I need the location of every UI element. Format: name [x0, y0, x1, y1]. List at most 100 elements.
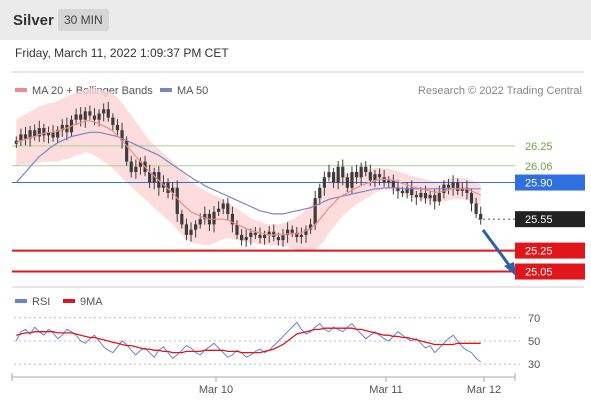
candle-body	[56, 130, 60, 138]
candle-body	[249, 232, 253, 237]
candle-body	[28, 130, 32, 139]
level-tag-support	[515, 263, 585, 280]
rsi-tick-label: 70	[528, 313, 540, 325]
candle-body	[74, 114, 78, 120]
x-tick-label: Mar 11	[369, 384, 402, 396]
candle-body	[414, 195, 418, 198]
level-tag-pivot	[515, 174, 585, 191]
candle-body	[203, 213, 207, 220]
candle-body	[479, 213, 483, 220]
legend-label-9ma: 9MA	[80, 296, 103, 308]
candle-body	[138, 161, 143, 167]
x-tick-label: Mar 12	[467, 384, 501, 396]
level-label: 26.25	[525, 141, 553, 153]
candle-body	[308, 224, 313, 230]
candle-body	[166, 182, 170, 193]
rsi-panel: 70 50 30	[14, 313, 540, 371]
candle-body	[115, 124, 120, 131]
candle-body	[295, 232, 299, 237]
legend-swatch-rsi	[15, 299, 27, 303]
candle-body	[359, 166, 363, 178]
candle-body	[83, 111, 87, 120]
level-label: 25.90	[525, 178, 553, 190]
interval-button[interactable]: 30 MIN	[58, 9, 109, 31]
price-panel: 26.25 26.06 25.90 25.55 25.25 25.05	[12, 88, 585, 280]
candle-body	[331, 172, 336, 183]
candle-body	[327, 172, 331, 178]
level-label: 25.55	[525, 214, 553, 226]
candle-body	[469, 193, 474, 204]
candle-body	[446, 184, 451, 188]
candle-body	[88, 111, 92, 116]
level-label: 26.06	[525, 161, 553, 173]
candle-body	[125, 140, 129, 162]
candle-body	[60, 124, 64, 131]
candle-body	[451, 182, 455, 188]
legend-swatch-9ma	[63, 299, 75, 303]
candle-body	[313, 198, 317, 225]
nine-ma-line	[16, 327, 481, 354]
legend-swatch-ma50	[160, 88, 172, 92]
candle-body	[304, 229, 308, 235]
candle-body	[437, 193, 441, 202]
candle-body	[387, 180, 391, 183]
candle-body	[368, 172, 372, 181]
candle-body	[244, 236, 248, 241]
candle-body	[129, 161, 133, 173]
candle-body	[364, 166, 368, 173]
candle-body	[377, 174, 382, 178]
level-label: 25.05	[525, 267, 553, 279]
candle-body	[184, 224, 189, 235]
ma50-line	[15, 131, 481, 215]
legend-swatch-ma20	[15, 88, 27, 92]
candle-body	[299, 234, 303, 237]
candle-body	[276, 236, 280, 241]
candle-body	[92, 115, 97, 120]
candle-body	[465, 187, 469, 193]
candle-body	[391, 180, 395, 188]
candle-body	[79, 114, 83, 120]
instrument-title: Silver	[13, 12, 54, 29]
candle-body	[111, 117, 115, 125]
candle-body	[198, 219, 202, 225]
candle-body	[267, 231, 271, 235]
candle-body	[345, 177, 349, 188]
candle-body	[285, 229, 290, 235]
candle-body	[410, 187, 414, 196]
candle-body	[433, 195, 437, 202]
candle-body	[290, 229, 294, 233]
level-tag-last	[515, 211, 585, 228]
candle-body	[281, 234, 285, 241]
candle-body	[189, 229, 193, 235]
candle-body	[240, 234, 244, 241]
candle-body	[212, 211, 216, 225]
candle-body	[97, 113, 101, 120]
candle-body	[102, 109, 106, 114]
rsi-line	[15, 321, 482, 363]
candle-body	[230, 213, 235, 225]
timestamp: Friday, March 11, 2022 1:09:37 PM CET	[15, 46, 229, 60]
candle-body	[396, 187, 400, 191]
candle-body	[456, 182, 460, 191]
candle-body	[341, 166, 345, 178]
candle-body	[221, 203, 225, 209]
candle-body	[175, 187, 179, 214]
candle-body	[33, 130, 37, 137]
candle-body	[194, 224, 198, 230]
candle-body	[120, 130, 124, 141]
bollinger-band	[16, 88, 481, 252]
candle-body	[350, 172, 354, 188]
forecast-arrow	[481, 229, 514, 270]
candle-body	[400, 190, 405, 193]
candle-body	[37, 128, 41, 137]
candle-body	[180, 213, 184, 225]
candle-body	[354, 172, 359, 178]
candle-body	[235, 224, 239, 235]
candle-body	[42, 128, 46, 136]
legend-label-rsi: RSI	[32, 296, 50, 308]
candle-body	[336, 166, 340, 183]
ma20-line	[16, 120, 481, 236]
candle-body	[152, 172, 156, 183]
